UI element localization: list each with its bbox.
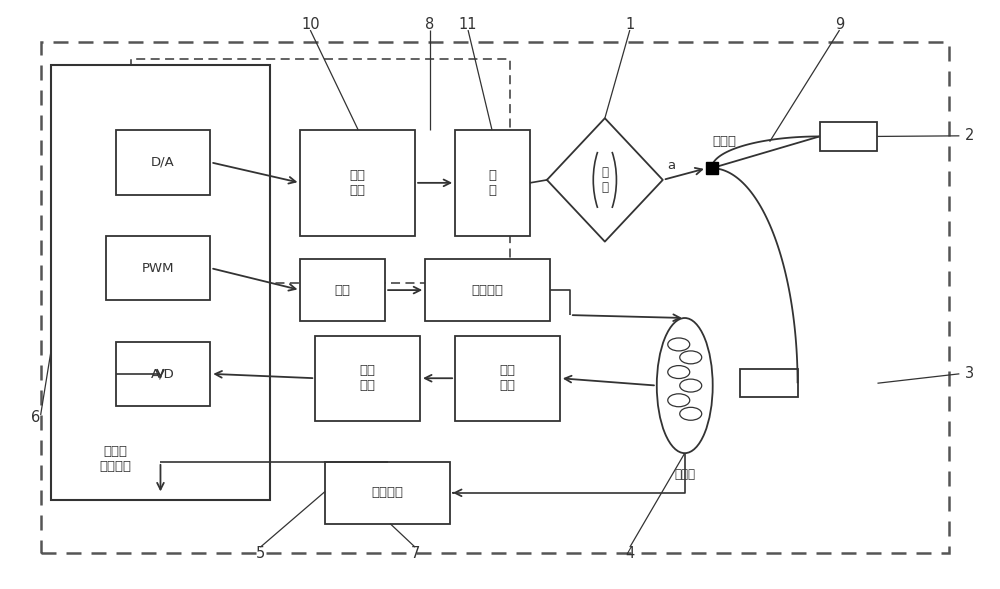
FancyBboxPatch shape	[300, 259, 385, 321]
Text: 11: 11	[459, 16, 477, 32]
FancyBboxPatch shape	[325, 462, 450, 524]
Text: 6: 6	[31, 411, 40, 425]
Text: 光纤束: 光纤束	[713, 135, 737, 148]
Text: PWM: PWM	[142, 262, 174, 274]
Text: A/D: A/D	[151, 368, 175, 380]
Text: 3: 3	[965, 366, 974, 381]
Text: 电压
放大: 电压 放大	[360, 364, 376, 392]
Text: 5: 5	[256, 545, 265, 561]
Text: 直流电机: 直流电机	[472, 283, 504, 297]
FancyBboxPatch shape	[455, 336, 560, 421]
Ellipse shape	[657, 318, 713, 453]
FancyBboxPatch shape	[820, 123, 877, 151]
Text: D/A: D/A	[151, 155, 175, 169]
FancyBboxPatch shape	[740, 369, 798, 398]
Text: 10: 10	[301, 16, 320, 32]
FancyBboxPatch shape	[106, 236, 210, 300]
Text: 透
镀: 透 镀	[601, 166, 608, 194]
Text: 滤光轮: 滤光轮	[674, 468, 695, 481]
Text: 驱动: 驱动	[335, 283, 351, 297]
FancyBboxPatch shape	[425, 259, 550, 321]
Text: 8: 8	[425, 16, 435, 32]
Text: 光电
转换: 光电 转换	[499, 364, 515, 392]
FancyBboxPatch shape	[300, 130, 415, 236]
Text: 驱动
装置: 驱动 装置	[350, 169, 366, 197]
FancyBboxPatch shape	[315, 336, 420, 421]
Text: 位置检测: 位置检测	[372, 487, 404, 499]
Text: 9: 9	[835, 16, 844, 32]
Text: 光
源: 光 源	[489, 169, 497, 197]
Text: 单片机
控制系统: 单片机 控制系统	[100, 445, 132, 473]
FancyBboxPatch shape	[455, 130, 530, 236]
FancyBboxPatch shape	[116, 342, 210, 406]
Text: 1: 1	[625, 16, 634, 32]
Text: a: a	[668, 158, 676, 172]
Text: 4: 4	[625, 545, 634, 561]
Text: 2: 2	[965, 128, 974, 143]
Text: 7: 7	[410, 545, 420, 561]
FancyBboxPatch shape	[51, 65, 270, 500]
FancyBboxPatch shape	[116, 130, 210, 194]
